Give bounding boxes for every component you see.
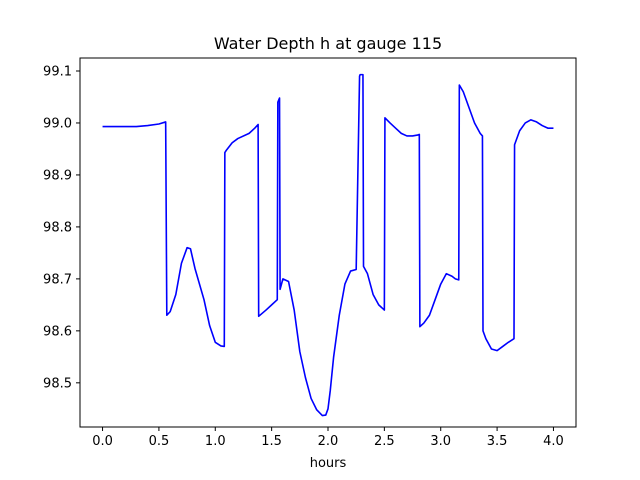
x-tick-label: 1.5 xyxy=(261,434,282,449)
y-tick-label: 98.7 xyxy=(43,272,72,287)
x-tick-label: 3.0 xyxy=(430,434,451,449)
x-tick-label: 2.5 xyxy=(374,434,395,449)
x-tick-label: 0.0 xyxy=(92,434,113,449)
x-tick-label: 2.0 xyxy=(318,434,339,449)
y-axis: 98.5 98.6 98.7 98.8 98.9 99.0 99.1 xyxy=(43,64,80,391)
y-tick-label: 99.0 xyxy=(43,116,72,131)
plot-frame xyxy=(79,57,577,428)
plot-area xyxy=(102,73,554,417)
x-tick-label: 3.5 xyxy=(487,434,508,449)
x-tick-label: 1.0 xyxy=(205,434,226,449)
x-tick-label: 4.0 xyxy=(543,434,564,449)
y-tick-label: 98.9 xyxy=(43,168,72,183)
y-tick-label: 98.5 xyxy=(43,376,72,391)
y-tick-label: 99.1 xyxy=(43,64,72,79)
x-tick-label: 0.5 xyxy=(149,434,170,449)
series-line-0 xyxy=(102,73,554,417)
y-tick-label: 98.8 xyxy=(43,220,72,235)
x-axis: 0.0 0.5 1.0 1.5 2.0 2.5 3.0 3.5 4.0 xyxy=(92,427,564,449)
y-tick-label: 98.6 xyxy=(43,324,72,339)
x-axis-label: hours xyxy=(310,456,347,471)
chart-title: Water Depth h at gauge 115 xyxy=(214,34,442,53)
